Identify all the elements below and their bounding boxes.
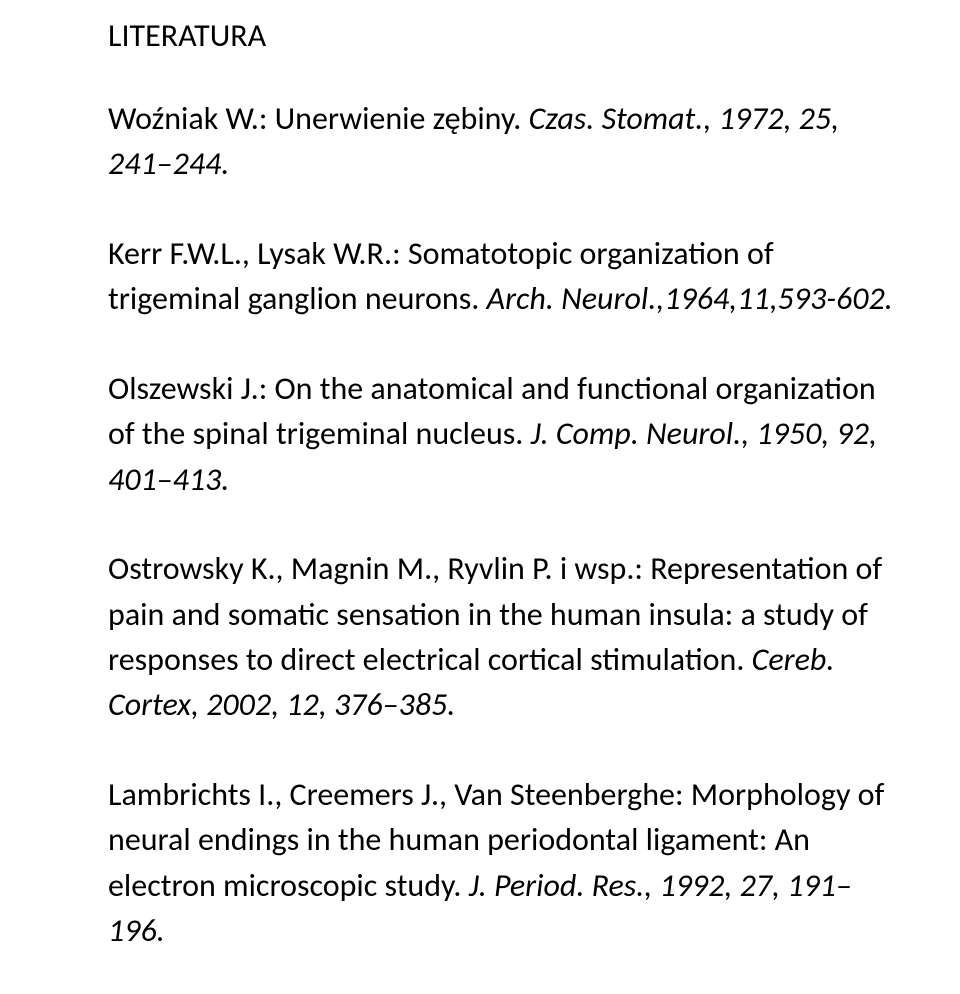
ref-author: Woźniak W.: bbox=[108, 99, 275, 138]
document-page: LITERATURA Woźniak W.: Unerwienie zębiny… bbox=[0, 0, 960, 994]
reference-entry: Olszewski J.: On the anatomical and func… bbox=[108, 366, 906, 502]
ref-title: Unerwienie zębiny. bbox=[275, 99, 529, 138]
reference-entry: Ostrowsky K., Magnin M., Ryvlin P. i wsp… bbox=[108, 546, 906, 728]
ref-citation: Arch. Neurol.,1964,11,593-602. bbox=[487, 279, 893, 318]
section-heading: LITERATURA bbox=[108, 16, 906, 56]
ref-author: Ostrowsky K., Magnin M., Ryvlin P. i wsp… bbox=[108, 549, 650, 588]
ref-author: Lambrichts I., Creemers J., Van Steenber… bbox=[108, 775, 691, 814]
reference-entry: Woźniak W.: Unerwienie zębiny. Czas. Sto… bbox=[108, 96, 906, 187]
reference-entry: Lambrichts I., Creemers J., Van Steenber… bbox=[108, 772, 906, 954]
reference-entry: Kerr F.W.L., Lysak W.R.: Somatotopic org… bbox=[108, 231, 906, 322]
ref-author: Kerr F.W.L., Lysak W.R.: bbox=[108, 234, 408, 273]
ref-author: Olszewski J.: bbox=[108, 369, 274, 408]
